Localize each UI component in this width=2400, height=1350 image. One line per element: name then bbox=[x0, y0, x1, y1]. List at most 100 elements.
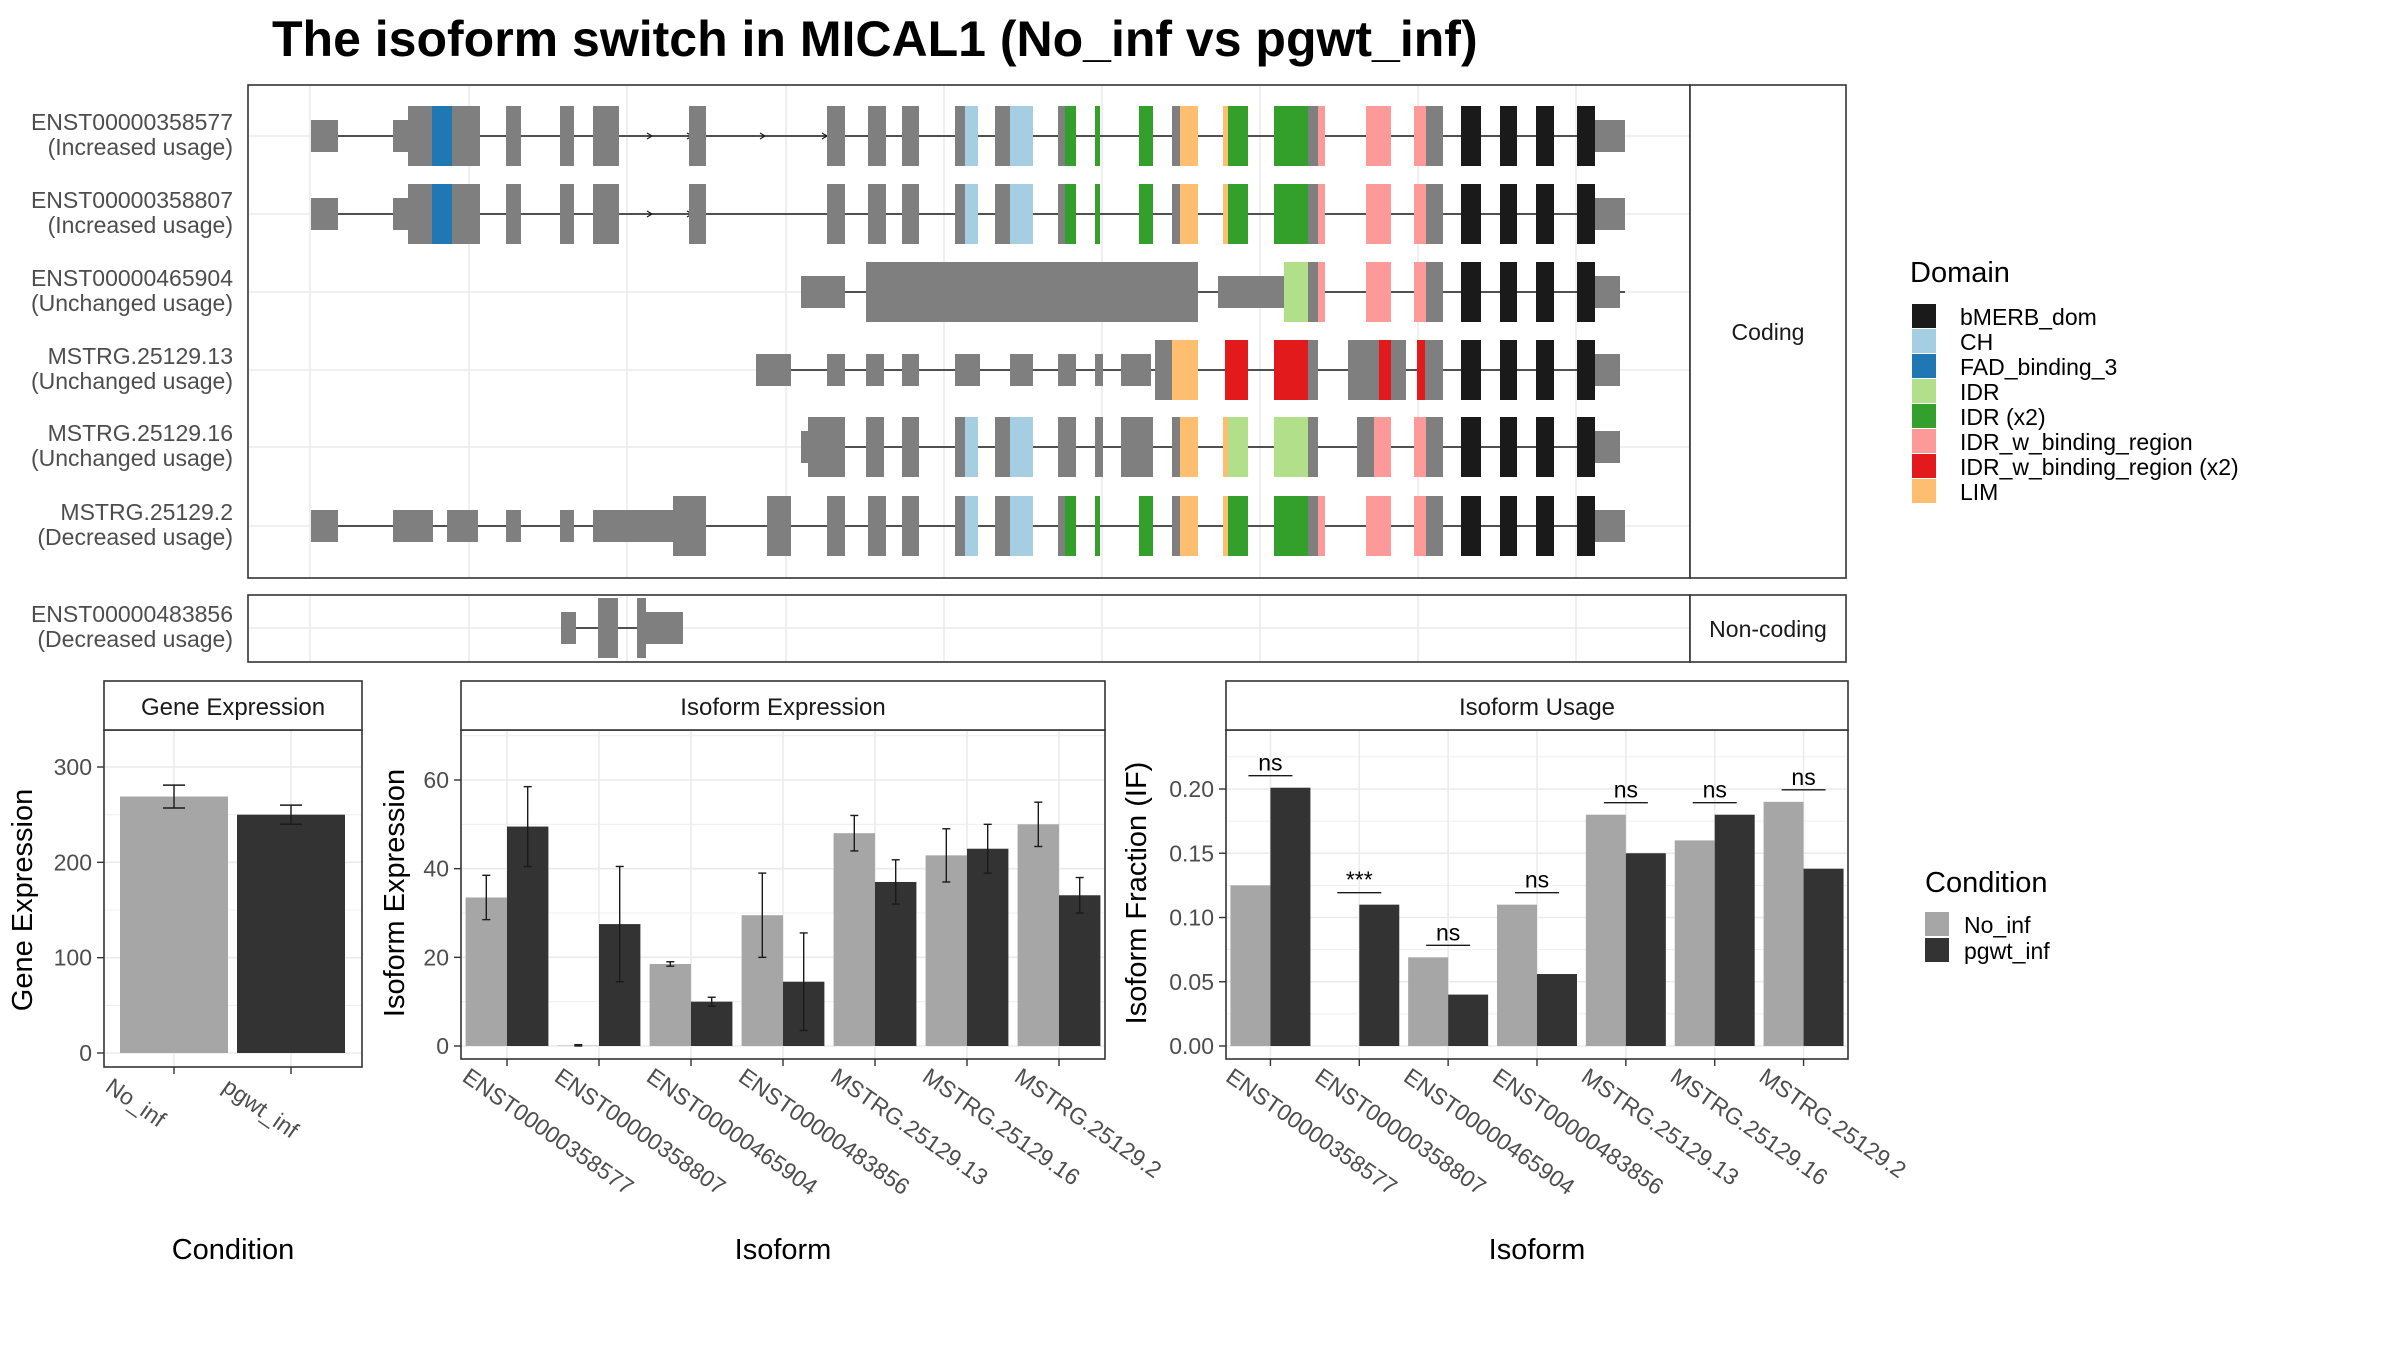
utr-exon bbox=[1595, 510, 1625, 542]
isoform-expression-x-ticks: ENST00000358577ENST00000358807ENST000004… bbox=[458, 1059, 1166, 1200]
utr-exon bbox=[561, 612, 576, 644]
coding-exon bbox=[995, 184, 1010, 244]
coding-exon bbox=[1391, 340, 1406, 400]
y-tick-label: 20 bbox=[423, 944, 449, 970]
domain-legend-label: LIM bbox=[1960, 479, 1998, 505]
y-tick-label: 0.15 bbox=[1169, 840, 1214, 866]
transcript-id-label: MSTRG.25129.2 bbox=[60, 499, 233, 525]
y-tick-label: 40 bbox=[423, 856, 449, 882]
domain-segment bbox=[1180, 184, 1198, 244]
domain-segment bbox=[1180, 106, 1198, 166]
domain-segment bbox=[1536, 340, 1554, 400]
domain-segment bbox=[1414, 417, 1426, 477]
utr-exon bbox=[311, 510, 338, 542]
utr-exon bbox=[1218, 276, 1284, 308]
transcript-id-label: MSTRG.25129.13 bbox=[48, 343, 233, 369]
transcript-id-label: MSTRG.25129.16 bbox=[48, 420, 233, 446]
domain-segment bbox=[1366, 184, 1391, 244]
domain-segment bbox=[1366, 106, 1391, 166]
domain-segment bbox=[1536, 262, 1554, 322]
utr-exon bbox=[593, 510, 673, 542]
gene-expression-x-axis-title: Condition bbox=[172, 1234, 295, 1266]
domain-segment bbox=[1223, 417, 1228, 477]
coding-exon bbox=[1426, 496, 1443, 556]
c2-bar-No_inf bbox=[1408, 957, 1449, 1046]
utr-exon bbox=[1595, 276, 1620, 308]
isoform-expression-y-axis-title: Isoform Expression bbox=[379, 769, 411, 1017]
transcript-id-label: ENST00000483856 bbox=[31, 601, 233, 627]
noncoding-facet-strip bbox=[1689, 594, 1847, 663]
isoform-usage-x-axis-title: Isoform bbox=[1489, 1234, 1586, 1266]
domain-segment bbox=[1414, 262, 1426, 322]
utr-exon bbox=[560, 510, 574, 542]
condition-legend-swatch bbox=[1925, 938, 1949, 962]
domain-segment bbox=[1228, 496, 1248, 556]
x-tick-label: ENST00000358577 bbox=[458, 1063, 638, 1200]
gene-expression-x-ticks: No_inf pgwt_inf bbox=[101, 1067, 304, 1144]
domain-legend-swatch bbox=[1912, 329, 1936, 353]
x-tick-label: MSTRG.25129.16 bbox=[918, 1063, 1085, 1191]
domain-legend-swatch bbox=[1912, 304, 1936, 328]
domain-segment bbox=[432, 184, 452, 244]
gene-expression-strip bbox=[103, 680, 363, 731]
coding-exon bbox=[1058, 417, 1076, 477]
coding-exon bbox=[1308, 184, 1318, 244]
figure-title: The isoform switch in MICAL1 (No_inf vs … bbox=[272, 11, 1478, 67]
coding-exon bbox=[593, 184, 619, 244]
domain-segment bbox=[1577, 340, 1595, 400]
coding-exon bbox=[995, 106, 1010, 166]
domain-segment bbox=[1274, 106, 1308, 166]
isoform-expression-strip bbox=[460, 680, 1106, 731]
domain-segment bbox=[1228, 184, 1248, 244]
condition-legend-label: No_inf bbox=[1964, 912, 2031, 938]
domain-segment bbox=[1095, 496, 1100, 556]
domain-segment bbox=[1065, 184, 1076, 244]
utr-exon bbox=[1595, 354, 1620, 386]
domain-segment bbox=[1178, 340, 1198, 400]
domain-segment bbox=[1223, 496, 1228, 556]
domain-segment bbox=[1577, 417, 1595, 477]
x-tick-label: MSTRG.25129.13 bbox=[826, 1063, 993, 1191]
coding-exon bbox=[506, 184, 521, 244]
coding-exon bbox=[1095, 417, 1103, 477]
domain-segment bbox=[1065, 496, 1076, 556]
domain-segment bbox=[1461, 262, 1481, 322]
domain-segment bbox=[1065, 106, 1076, 166]
coding-exon bbox=[637, 598, 646, 658]
domain-segment bbox=[1461, 106, 1481, 166]
domain-segment bbox=[1366, 262, 1391, 322]
coding-exon bbox=[1425, 340, 1443, 400]
domain-segment bbox=[1010, 417, 1033, 477]
c2-bar-No_inf bbox=[1674, 840, 1715, 1046]
c2-bar-pgwt_inf bbox=[1714, 814, 1755, 1046]
gene-expression-chart: Gene Expression 0 100 200 300 No_inf pgwt_in… bbox=[7, 680, 363, 1266]
utr-exon bbox=[393, 198, 408, 230]
utr-exon bbox=[902, 354, 919, 386]
coding-exon bbox=[1121, 417, 1153, 477]
utr-exon bbox=[1595, 198, 1625, 230]
domain-segment bbox=[1318, 262, 1325, 322]
condition-legend-title: Condition bbox=[1925, 867, 2048, 899]
coding-exon bbox=[827, 184, 845, 244]
domain-segment bbox=[1461, 417, 1481, 477]
coding-exon bbox=[452, 184, 456, 244]
utr-exon bbox=[1058, 354, 1076, 386]
coding-exon bbox=[868, 184, 886, 244]
transcript-usage-label: (Unchanged usage) bbox=[31, 445, 233, 471]
coding-exon bbox=[601, 598, 618, 658]
domain-segment bbox=[1139, 184, 1153, 244]
isoform-usage-strip bbox=[1225, 680, 1849, 731]
coding-exon bbox=[456, 106, 480, 166]
domain-segment bbox=[1500, 340, 1517, 400]
domain-segment bbox=[1536, 184, 1554, 244]
c2-bar-No_inf bbox=[1230, 885, 1271, 1046]
significance-label: *** bbox=[1346, 867, 1373, 893]
gene-expression-bars bbox=[120, 796, 345, 1053]
domain-segment bbox=[1318, 184, 1325, 244]
isoform-usage-x-ticks: ENST00000358577ENST00000358807ENST000004… bbox=[1222, 1059, 1911, 1200]
significance-label: ns bbox=[1258, 750, 1282, 776]
utr-exon bbox=[447, 510, 478, 542]
c1-bar-No_inf bbox=[833, 833, 875, 1046]
